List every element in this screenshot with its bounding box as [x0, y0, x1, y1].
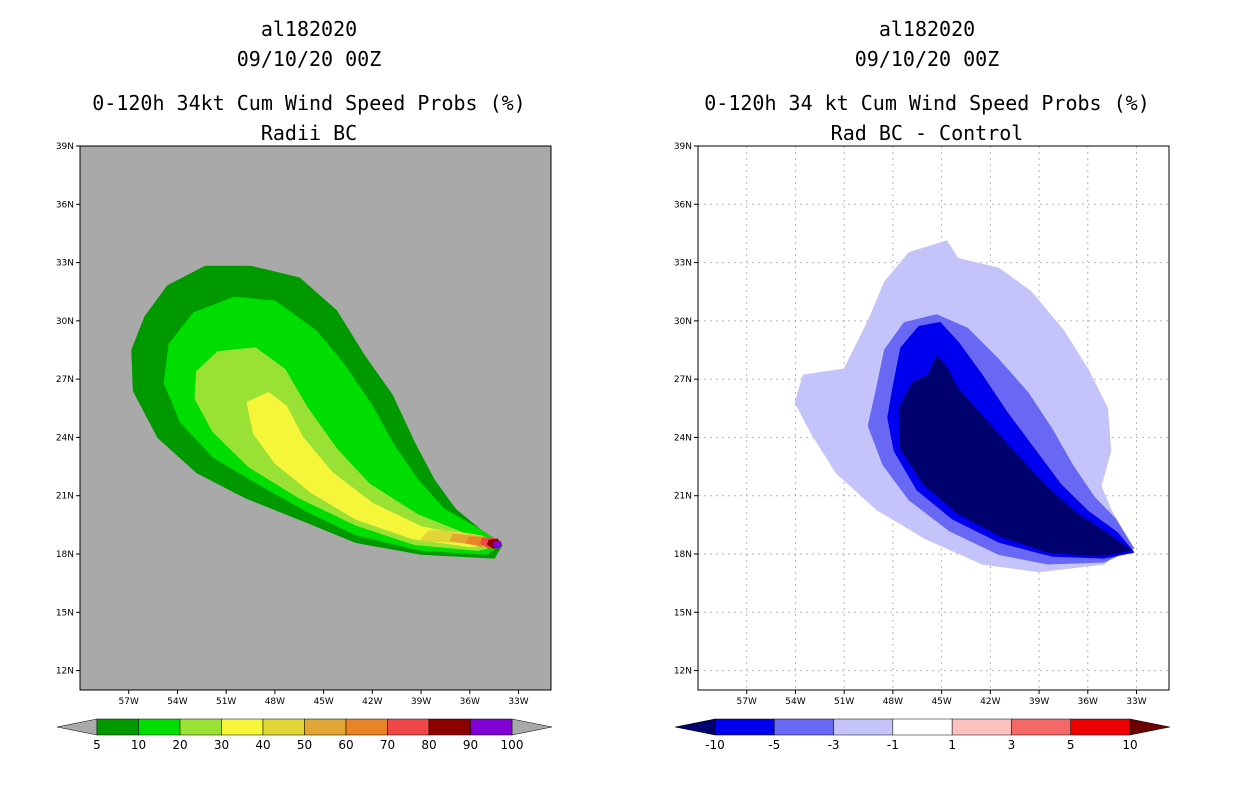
left-y-tick-label-27N: 27N: [56, 375, 74, 385]
left-colorbar-label-5: 50: [297, 738, 312, 752]
right-colorbar-label-0: -10: [705, 738, 725, 752]
left-colorbar-box-8: [428, 718, 471, 736]
right-x-tick-label-36W: 36W: [1078, 697, 1098, 707]
left-colorbar-box-6: [345, 718, 388, 736]
right-x-tick-label-39W: 39W: [1029, 697, 1049, 707]
left-y-tick-label-18N: 18N: [56, 550, 74, 560]
right-y-tick-label-12N: 12N: [674, 667, 692, 677]
left-contour-9: [492, 540, 503, 549]
left-colorbar-label-6: 60: [338, 738, 353, 752]
left-colorbar-box-5: [304, 718, 347, 736]
left-y-tick-label-36N: 36N: [56, 200, 74, 210]
left-y-tick-label-12N: 12N: [56, 667, 74, 677]
left-colorbar-box-9: [470, 718, 513, 736]
right-colorbar-over-arrow: [1129, 718, 1171, 736]
left-plot-frame: [79, 145, 552, 691]
right-x-tick-label-51W: 51W: [834, 697, 854, 707]
left-y-tick-label-24N: 24N: [56, 433, 74, 443]
right-colorbar-label-5: 3: [1008, 738, 1016, 752]
left-colorbar-box-0: [96, 718, 139, 736]
left-x-tick-label-54W: 54W: [167, 697, 187, 707]
left-x-tick-label-51W: 51W: [216, 697, 236, 707]
left-colorbar-over-arrow: [511, 718, 553, 736]
left-x-tick-label-36W: 36W: [460, 697, 480, 707]
left-storm-id: al182020: [260, 17, 358, 41]
right-colorbar-label-6: 5: [1067, 738, 1075, 752]
left-colorbar-label-2: 20: [172, 738, 187, 752]
left-x-tick-label-45W: 45W: [313, 697, 333, 707]
left-colorbar-label-8: 80: [421, 738, 436, 752]
left-x-tick-label-39W: 39W: [411, 697, 431, 707]
left-colorbar-label-1: 10: [131, 738, 146, 752]
right-colorbar-box-5: [1011, 718, 1071, 736]
right-y-tick-label-27N: 27N: [674, 375, 692, 385]
right-colorbar-box-2: [833, 718, 894, 736]
left-colorbar-label-9: 90: [463, 738, 478, 752]
left-x-tick-label-33W: 33W: [508, 697, 528, 707]
left-colorbar-box-1: [138, 718, 181, 736]
left-colorbar-box-4: [262, 718, 305, 736]
right-colorbar-box-1: [774, 718, 834, 736]
right-subtitle: Rad BC - Control: [830, 121, 1024, 145]
right-x-tick-label-57W: 57W: [737, 697, 757, 707]
right-y-tick-label-36N: 36N: [674, 200, 692, 210]
right-colorbar-under-arrow: [674, 718, 716, 736]
right-y-tick-label-18N: 18N: [674, 550, 692, 560]
left-colorbar-box-7: [387, 718, 430, 736]
left-chart-panel: al182020 09/10/20 00Z 0-120h 34kt Cum Wi…: [56, 17, 553, 752]
right-colorbar-label-7: 10: [1122, 738, 1137, 752]
right-y-tick-label-21N: 21N: [674, 492, 692, 502]
left-chart: 39N 36N 33N 30N 27N 24N 21N 18N 15N 12N 57W 54W 51W 4…: [56, 142, 553, 752]
left-colorbar-label-4: 40: [255, 738, 270, 752]
right-contour-3: [898, 355, 1131, 557]
right-x-tick-label-54W: 54W: [785, 697, 805, 707]
right-colorbar-label-2: -3: [828, 738, 840, 752]
right-chart-panel: al182020 09/10/20 00Z 0-120h 34 kt Cum W…: [618, 0, 1236, 800]
right-y-tick-label-33N: 33N: [674, 259, 692, 269]
left-y-tick-label-15N: 15N: [56, 608, 74, 618]
right-colorbar-label-1: -5: [768, 738, 780, 752]
right-date: 09/10/20 00Z: [854, 47, 1000, 71]
left-colorbar-under-arrow: [56, 718, 98, 736]
right-colorbar-label-3: -1: [887, 738, 899, 752]
left-y-tick-label-21N: 21N: [56, 492, 74, 502]
left-colorbar-label-7: 70: [380, 738, 395, 752]
right-colorbar-box-4: [951, 718, 1012, 736]
left-x-tick-label-57W: 57W: [119, 697, 139, 707]
left-y-tick-label-39N: 39N: [56, 142, 74, 152]
right-colorbar-box-6: [1070, 718, 1131, 736]
right-x-tick-label-48W: 48W: [883, 697, 903, 707]
right-plot-frame: [697, 145, 1170, 691]
left-colorbar-box-3: [221, 718, 264, 736]
right-storm-id: al182020: [878, 17, 976, 41]
right-colorbar-box-3: [892, 718, 953, 736]
right-y-tick-label-24N: 24N: [674, 433, 692, 443]
right-x-tick-label-45W: 45W: [931, 697, 951, 707]
right-colorbar-label-4: 1: [948, 738, 956, 752]
right-y-tick-label-30N: 30N: [674, 317, 692, 327]
right-y-tick-label-39N: 39N: [674, 142, 692, 152]
left-title: 0-120h 34kt Cum Wind Speed Probs (%): [92, 91, 526, 115]
left-y-tick-label-33N: 33N: [56, 259, 74, 269]
left-x-tick-label-42W: 42W: [362, 697, 382, 707]
right-x-tick-label-42W: 42W: [980, 697, 1000, 707]
left-date: 09/10/20 00Z: [236, 47, 382, 71]
right-y-tick-label-15N: 15N: [674, 608, 692, 618]
left-subtitle: Radii BC: [260, 121, 358, 145]
left-x-tick-label-48W: 48W: [265, 697, 285, 707]
left-colorbar-label-10: 100: [501, 738, 524, 752]
right-x-tick-label-33W: 33W: [1126, 697, 1146, 707]
right-colorbar-box-0: [714, 718, 775, 736]
left-colorbar-box-2: [179, 718, 222, 736]
left-colorbar-label-3: 30: [214, 738, 229, 752]
right-chart: 39N 36N 33N 30N 27N 24N 21N 18N 15N 12N 57W 54W 51W 4…: [674, 142, 1171, 752]
left-y-tick-label-30N: 30N: [56, 317, 74, 327]
right-title: 0-120h 34 kt Cum Wind Speed Probs (%): [704, 91, 1150, 115]
left-colorbar-label-0: 5: [93, 738, 101, 752]
